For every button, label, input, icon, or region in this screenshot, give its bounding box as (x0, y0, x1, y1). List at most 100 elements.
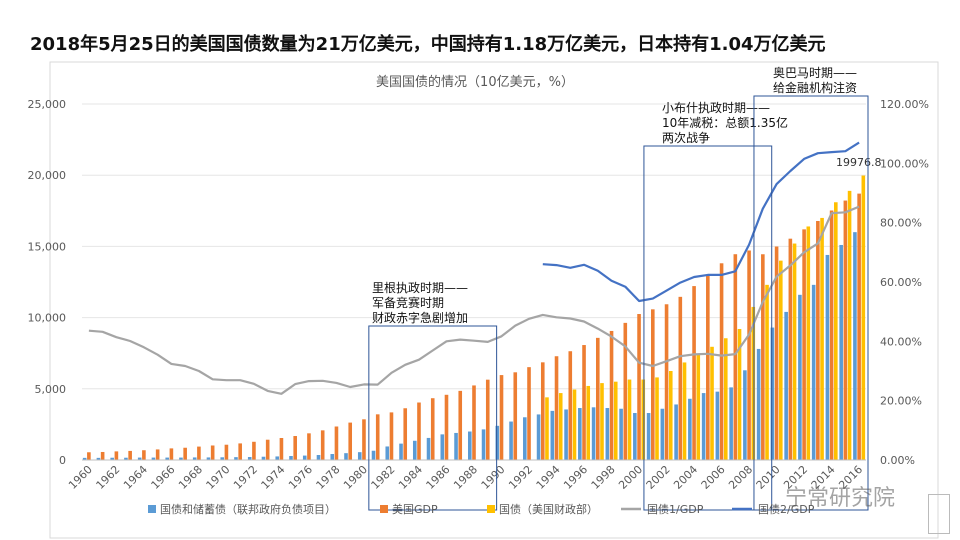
bar (564, 409, 568, 460)
bar (668, 371, 673, 460)
x-tick-label: 1960 (66, 463, 95, 492)
bar (847, 190, 852, 460)
y-left-tick-label: 5,000 (35, 383, 67, 396)
x-tick-label: 1966 (149, 463, 178, 492)
bar (568, 351, 573, 460)
bar (375, 414, 380, 460)
bar (651, 309, 655, 460)
bar (637, 314, 641, 460)
bar (430, 398, 435, 460)
bar (362, 419, 366, 460)
bar (688, 398, 692, 460)
bar (183, 447, 187, 460)
y-left-tick-label: 25,000 (28, 98, 67, 111)
bar (417, 402, 421, 460)
bar (142, 450, 146, 460)
x-tick-label: 1990 (479, 463, 508, 492)
x-tick-label: 2006 (699, 463, 728, 492)
bar (540, 362, 545, 460)
bar (330, 454, 335, 460)
bar (664, 304, 669, 460)
legend-label: 国债1/GDP (647, 502, 704, 516)
x-tick-label: 2010 (754, 463, 783, 492)
bar (729, 387, 733, 460)
legend-label: 美国GDP (392, 503, 438, 516)
annotation-label: 里根执政时期—— (372, 281, 468, 295)
x-tick-label: 2000 (616, 463, 645, 492)
bar (385, 446, 390, 460)
bar (513, 372, 518, 460)
bar (100, 451, 105, 460)
bar (774, 246, 779, 460)
bar (806, 226, 811, 460)
bar (627, 379, 632, 460)
bar (733, 254, 738, 460)
bar (770, 327, 775, 460)
bar (582, 345, 586, 460)
bar (536, 414, 541, 460)
annotation-label: 小布什执政时期—— (662, 101, 770, 115)
bar (678, 296, 683, 460)
bar (816, 220, 820, 460)
bar (619, 408, 623, 460)
y-left-tick-label: 20,000 (28, 169, 67, 182)
bar (440, 434, 445, 460)
series-line (88, 205, 860, 395)
y-right-tick-label: 120.00% (880, 98, 929, 111)
x-tick-label: 1992 (506, 463, 535, 492)
bar (578, 408, 582, 460)
bar (798, 294, 802, 460)
bar (843, 200, 848, 460)
x-tick-label: 1988 (451, 463, 480, 492)
bar (623, 322, 628, 460)
bar (307, 433, 311, 460)
x-tick-label: 1970 (204, 463, 233, 492)
bar (279, 437, 284, 460)
bar (641, 379, 646, 460)
bar (124, 457, 128, 460)
legend-swatch (380, 505, 388, 513)
bar (861, 175, 866, 460)
bar (633, 413, 637, 460)
bar (655, 377, 659, 460)
bar (316, 455, 321, 460)
bar (839, 244, 843, 460)
x-tick-label: 1976 (286, 463, 315, 492)
annotation-label: 给金融机构注资 (773, 80, 857, 95)
seal-stamp (928, 494, 950, 534)
headline: 2018年5月25日的美国国债数量为21万亿美元，中国持有1.18万亿美元，日本… (30, 34, 826, 55)
bar (468, 431, 472, 460)
y-right-tick-label: 0.00% (880, 454, 915, 467)
bar (751, 306, 756, 460)
bar (206, 457, 211, 460)
bar (692, 286, 696, 460)
bar (334, 426, 339, 460)
bar (210, 445, 215, 460)
bar (289, 456, 293, 460)
bar (743, 370, 747, 460)
bar (454, 432, 458, 460)
bar (825, 254, 830, 460)
annotation-box (643, 145, 773, 511)
bar (155, 449, 160, 460)
legend-swatch (487, 505, 495, 513)
data-label: 19976.8 (836, 156, 882, 169)
bar (302, 455, 307, 460)
x-tick-label: 1972 (231, 463, 260, 492)
bar (682, 362, 687, 460)
bar (788, 238, 793, 460)
bar (829, 210, 834, 460)
x-tick-label: 1968 (176, 463, 205, 492)
legend-swatch (148, 505, 156, 513)
bar (545, 397, 549, 460)
bar (792, 243, 797, 460)
legend-label: 国债2/GDP (758, 502, 815, 516)
bar (151, 457, 156, 460)
x-tick-label: 1984 (396, 463, 425, 492)
y-right-tick-label: 60.00% (880, 276, 922, 289)
bar (82, 457, 87, 460)
x-tick-label: 1982 (369, 463, 398, 492)
x-tick-label: 2002 (644, 463, 673, 492)
bar (857, 193, 861, 461)
